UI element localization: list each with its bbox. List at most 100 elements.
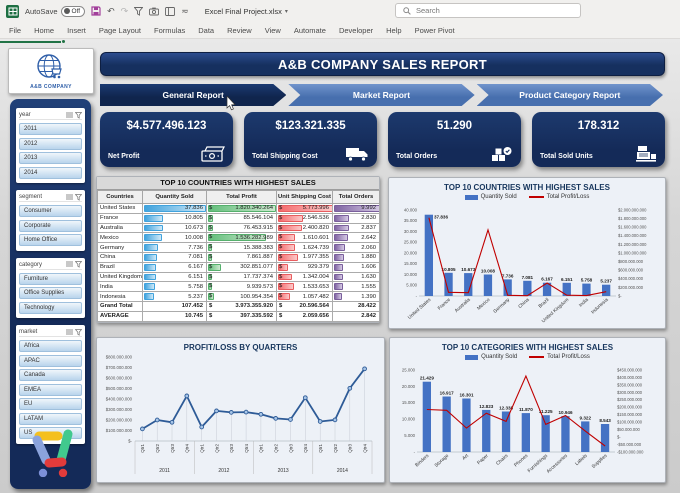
chart-legend: Quantity Sold Total Profit/Loss (390, 352, 665, 362)
slicer-item-corporate[interactable]: Corporate (19, 219, 82, 232)
svg-text:5.000: 5.000 (404, 433, 415, 438)
column-header[interactable]: Unit Shipping Cost (276, 190, 333, 204)
slicer-item-home-office[interactable]: Home Office (19, 234, 82, 246)
save-icon[interactable] (91, 6, 101, 16)
slicer-item-africa[interactable]: Africa (19, 340, 82, 352)
column-header[interactable]: Countries (97, 190, 143, 204)
svg-text:$1.400.000.000: $1.400.000.000 (618, 233, 647, 238)
kpi-label: Total Sold Units (540, 153, 593, 160)
nav-tab-market-report[interactable]: Market Report (288, 84, 474, 106)
svg-text:Supplies: Supplies (591, 453, 609, 470)
table-row[interactable]: Australia 10.673 $76.453.915 $2.400.820 2.83… (97, 222, 380, 234)
svg-text:25.000: 25.000 (402, 367, 416, 372)
svg-text:Binders: Binders (414, 453, 431, 469)
menu-insert[interactable]: Insert (67, 25, 86, 35)
svg-text:$50.000.000: $50.000.000 (617, 427, 640, 432)
slicer-item-2012[interactable]: 2012 (19, 137, 82, 150)
table-row[interactable]: Mexico 10.008 $1.536.282.989 $1.610.601 2.64… (97, 232, 380, 244)
slicer-item-latam[interactable]: LATAM (19, 412, 82, 425)
workbook-title[interactable]: Excel Final Project.xlsx ▾ (205, 7, 288, 16)
menu-developer[interactable]: Developer (338, 25, 374, 35)
nav-tab-general-report[interactable]: General Report (100, 84, 286, 106)
clear-filter-icon[interactable] (75, 111, 82, 119)
svg-text:9.322: 9.322 (580, 415, 592, 420)
slicer-item-consumer[interactable]: Consumer (19, 205, 82, 217)
autosave-toggle[interactable]: AutoSave Off (25, 5, 86, 17)
table-row[interactable]: India 5.758 $9.939.573 $1.533.653 1.555 (97, 281, 380, 293)
ribbon-tabs: File Home Insert Page Layout Formulas Data Rev… (0, 22, 680, 39)
svg-text:$1.000.000.000: $1.000.000.000 (618, 250, 647, 255)
slicer-title: segment (19, 194, 43, 200)
legend-line-swatch (528, 196, 544, 198)
menu-file[interactable]: File (9, 25, 22, 35)
menu-view[interactable]: View (264, 25, 281, 35)
menu-help[interactable]: Help (386, 25, 402, 35)
undo-icon[interactable]: ↶ (107, 5, 115, 16)
svg-text:-$100.000.000: -$100.000.000 (617, 449, 644, 454)
camera-icon[interactable] (149, 7, 160, 16)
column-header[interactable]: Total Profit (206, 190, 277, 204)
clear-filter-icon[interactable] (75, 261, 82, 268)
table-row[interactable]: United Kingdom 6.151 $17.737.374 $1.342.004… (97, 271, 380, 283)
svg-text:$1.600.000.000: $1.600.000.000 (618, 225, 647, 230)
svg-text:$450.000.000: $450.000.000 (617, 367, 643, 372)
report-nav: General Report Market Report Product Categ… (100, 84, 665, 106)
table-row[interactable]: France 10.805 $85.546.104 $2.546.536 2.830 (97, 212, 380, 224)
svg-text:16.917: 16.917 (440, 391, 454, 396)
redo-icon[interactable]: ↷ (120, 5, 129, 16)
svg-text:India: India (578, 297, 590, 309)
search-input[interactable]: Search (395, 3, 581, 18)
menu-formulas[interactable]: Formulas (154, 25, 186, 35)
multiselect-icon[interactable] (66, 261, 73, 267)
slicer-item-2011[interactable]: 2011 (19, 123, 82, 135)
legend-line-label: Total Profit/Loss (546, 194, 590, 200)
clear-filter-icon[interactable] (75, 328, 82, 336)
svg-text:$200.000.000: $200.000.000 (106, 417, 133, 422)
svg-text:Labels: Labels (574, 453, 589, 467)
svg-text:7.081: 7.081 (522, 275, 534, 280)
menu-page-layout[interactable]: Page Layout (98, 25, 141, 35)
menu-home[interactable]: Home (34, 25, 55, 35)
slicer-item-office-supplies[interactable]: Office Supplies (19, 287, 82, 299)
svg-text:Accessories: Accessories (546, 453, 570, 475)
svg-text:$400.000.000: $400.000.000 (106, 396, 133, 401)
table-row[interactable]: Germany 7.736 $15.388.383 $1.624.739 2.060 (97, 242, 380, 253)
nav-tab-product-category-report[interactable]: Product Category Report (477, 84, 663, 106)
slicer-item-2013[interactable]: 2013 (19, 152, 82, 164)
svg-text:5.758: 5.758 (581, 278, 593, 283)
multiselect-icon[interactable] (66, 112, 73, 118)
column-header[interactable]: Quantity Sold (142, 190, 207, 204)
slicer-item-eu[interactable]: EU (19, 398, 82, 410)
svg-text:$200.000.000: $200.000.000 (618, 285, 644, 290)
slicer-item-apac[interactable]: APAC (19, 354, 82, 367)
svg-text:$150.000.000: $150.000.000 (617, 412, 643, 417)
workbook-stats-icon[interactable] (165, 6, 176, 16)
menu-power-pivot[interactable]: Power Pivot (414, 25, 455, 35)
slicer-item-canada[interactable]: Canada (19, 369, 82, 381)
customize-qat-icon[interactable]: ≂ (181, 5, 189, 16)
slicer-item-technology[interactable]: Technology (19, 301, 82, 314)
top-categories-chart-panel: TOP 10 CATEGORIES WITH HIGHEST SALES Qua… (389, 337, 666, 483)
table-row[interactable]: Indonesia 5.237 $100.954.354 $1.057.482 1.39… (97, 291, 380, 302)
svg-text:2014: 2014 (337, 468, 348, 474)
table-row[interactable]: United States 37.836 $1.820.340.264 $5.773.… (97, 203, 380, 214)
filter-icon[interactable] (134, 6, 144, 16)
slicer-item-2014[interactable]: 2014 (19, 166, 82, 179)
table-row[interactable]: Brazil 6.167 $302.851.077 $929.379 1.606 (97, 261, 380, 273)
table-total-row[interactable]: Grand Total 107.452 $3.973.355.920 $20.596.… (97, 300, 380, 312)
table-row[interactable]: China 7.081 $7.861.887 $1.977.355 1.880 (97, 251, 380, 263)
menu-data[interactable]: Data (198, 25, 215, 35)
top-countries-table-panel: TOP 10 COUNTRIES WITH HIGHEST SALES Coun… (96, 176, 380, 323)
menu-automate[interactable]: Automate (293, 25, 326, 35)
menu-review[interactable]: Review (227, 25, 252, 35)
slicer-item-furniture[interactable]: Furniture (19, 272, 82, 285)
slicer-title: market (19, 329, 38, 335)
clear-filter-icon[interactable] (75, 193, 82, 201)
multiselect-icon[interactable] (66, 194, 73, 200)
multiselect-icon[interactable] (66, 329, 73, 335)
table-total-row[interactable]: AVERAGE 10.745 $397.335.592 $2.059.656 2.842 (97, 310, 380, 322)
column-header[interactable]: Total Orders (332, 190, 380, 204)
slicer-item-emea[interactable]: EMEA (19, 383, 82, 396)
svg-text:Qtr3: Qtr3 (348, 444, 353, 453)
svg-text:Mexico: Mexico (476, 297, 492, 312)
